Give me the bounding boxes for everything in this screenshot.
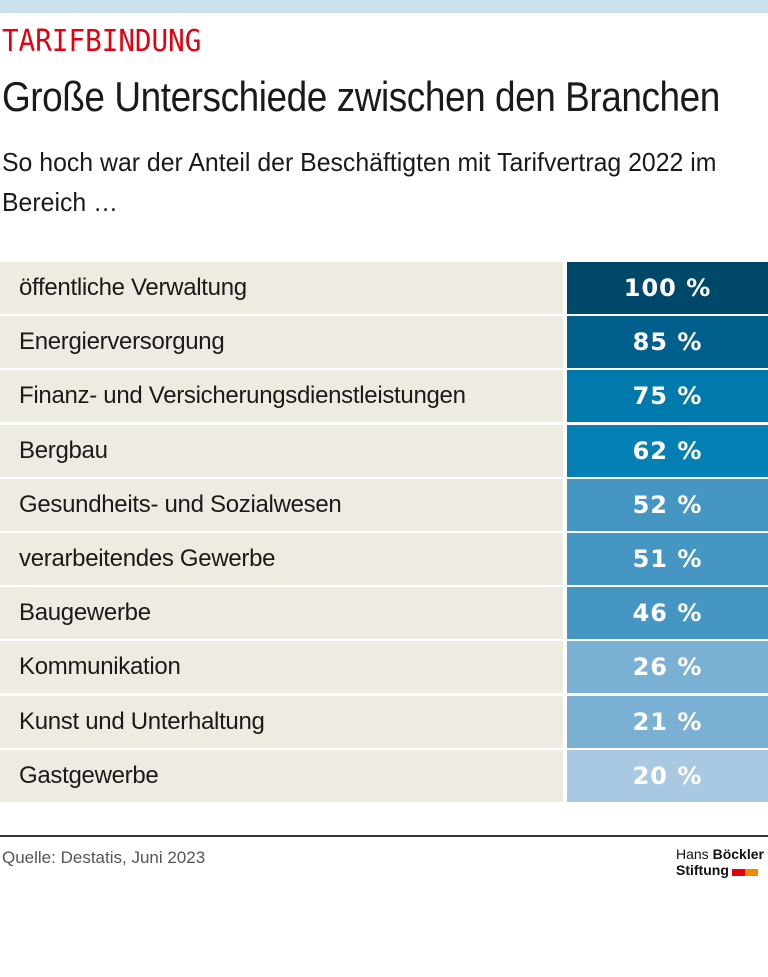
- category-label: Kunst und Unterhaltung: [0, 695, 563, 748]
- category-label: Energierversorgung: [0, 316, 563, 369]
- source-note: Quelle: Destatis, Juni 2023: [2, 848, 206, 867]
- table-row: öffentliche Verwaltung 100 %: [0, 262, 768, 314]
- table-row: Baugewerbe 46 %: [0, 587, 768, 640]
- logo-text: Böckler: [712, 846, 764, 862]
- top-color-bar: [0, 0, 768, 13]
- logo-bars: [731, 863, 758, 879]
- value-cell: 100 %: [567, 262, 768, 314]
- value-cell: 62 %: [567, 424, 768, 477]
- chart-subtitle: So hoch war der Anteil der Beschäftigten…: [2, 147, 717, 217]
- data-table: öffentliche Verwaltung 100 % Energierverso…: [0, 262, 768, 804]
- value-cell: 46 %: [567, 587, 768, 640]
- category-label: Finanz- und Versicherungsdienstleistunge…: [0, 370, 563, 423]
- category-label: Gesundheits- und Sozialwesen: [0, 478, 563, 531]
- chart-title: Große Unterschiede zwischen den Branchen: [2, 73, 720, 120]
- logo-text: Stiftung: [676, 862, 729, 878]
- value-cell: 26 %: [567, 641, 768, 694]
- value-cell: 52 %: [567, 478, 768, 531]
- logo-text: Hans: [676, 846, 709, 862]
- table-row: Gastgewerbe 20 %: [0, 749, 768, 802]
- table-row: Finanz- und Versicherungsdienstleistunge…: [0, 370, 768, 423]
- hans-boeckler-logo: Hans Böckler Stiftung: [676, 846, 764, 879]
- divider: [0, 835, 768, 837]
- table-row: Bergbau 62 %: [0, 424, 768, 477]
- value-cell: 75 %: [567, 370, 768, 423]
- table-row: Kommunikation 26 %: [0, 641, 768, 694]
- table-row: Gesundheits- und Sozialwesen 52 %: [0, 478, 768, 531]
- table-row: verarbeitendes Gewerbe 51 %: [0, 532, 768, 585]
- table-row: Kunst und Unterhaltung 21 %: [0, 695, 768, 748]
- category-label: Baugewerbe: [0, 587, 563, 640]
- category-label: Kommunikation: [0, 641, 563, 694]
- category-label: öffentliche Verwaltung: [0, 262, 563, 314]
- value-cell: 85 %: [567, 316, 768, 369]
- kicker: TARIFBINDUNG: [2, 24, 202, 59]
- value-cell: 21 %: [567, 695, 768, 748]
- value-cell: 51 %: [567, 532, 768, 585]
- category-label: Gastgewerbe: [0, 749, 563, 802]
- table-row: Energierversorgung 85 %: [0, 316, 768, 369]
- value-cell: 20 %: [567, 749, 768, 802]
- category-label: Bergbau: [0, 424, 563, 477]
- category-label: verarbeitendes Gewerbe: [0, 532, 563, 585]
